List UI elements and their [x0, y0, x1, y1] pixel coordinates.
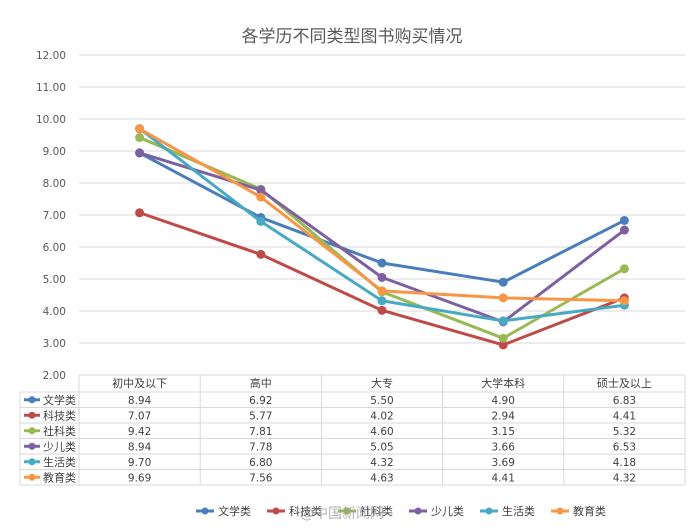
- table-cell: 6.53: [613, 441, 636, 453]
- data-point: [498, 316, 508, 326]
- table-cell: 4.32: [370, 457, 393, 469]
- data-point: [498, 293, 508, 303]
- x-category-label: 初中及以下: [112, 376, 167, 390]
- data-point: [135, 148, 145, 158]
- table-legend-marker: [28, 396, 36, 404]
- y-tick-label: 4.00: [43, 306, 66, 318]
- data-point: [256, 249, 266, 259]
- table-cell: 5.05: [370, 441, 393, 453]
- data-point: [135, 124, 145, 134]
- data-point: [135, 208, 145, 218]
- table-cell: 6.80: [249, 457, 272, 469]
- y-tick-label: 7.00: [43, 210, 66, 222]
- chart-title: 各学历不同类型图书购买情况: [242, 27, 463, 47]
- table-cell: 6.92: [249, 395, 272, 407]
- table-cell: 4.41: [613, 410, 636, 422]
- table-cell: 8.94: [128, 441, 152, 453]
- table-series-name: 社科类: [43, 424, 76, 438]
- data-point: [377, 305, 387, 315]
- legend: 文学类 科技类 社科类 少儿类 生活类 教育类: [196, 504, 606, 518]
- data-point: [619, 225, 629, 235]
- table-cell: 9.69: [128, 472, 151, 484]
- data-point: [135, 133, 145, 143]
- legend-marker: [485, 507, 493, 515]
- legend-marker: [201, 507, 209, 515]
- data-point: [377, 258, 387, 268]
- data-point: [619, 264, 629, 274]
- table-cell: 9.42: [128, 426, 151, 438]
- table-series-name: 少儿类: [43, 439, 76, 453]
- data-point: [619, 296, 629, 306]
- y-axis: 12.00 11.00 10.00 9.00 8.00 7.00 6.00 5.00 4.00 3…: [36, 50, 66, 382]
- table-legend-marker: [28, 411, 36, 419]
- legend-marker: [556, 507, 564, 515]
- table-cell: 7.07: [128, 410, 151, 422]
- y-tick-label: 8.00: [43, 178, 66, 190]
- y-tick-label: 9.00: [43, 146, 66, 158]
- legend-marker: [414, 507, 422, 515]
- legend-label: 科技类: [289, 504, 322, 518]
- table-cell: 5.32: [613, 426, 636, 438]
- table-cell: 4.60: [370, 426, 393, 438]
- table-cell: 4.41: [492, 472, 515, 484]
- table-cell: 4.32: [613, 472, 636, 484]
- table-series-name: 教育类: [43, 470, 76, 484]
- table-cell: 3.69: [492, 457, 515, 469]
- x-category-label: 大学本科: [481, 376, 525, 390]
- table-series-name: 生活类: [43, 455, 76, 469]
- table-cell: 7.56: [249, 472, 273, 484]
- x-category-label: 硕士及以上: [597, 377, 652, 390]
- table-legend-marker: [28, 458, 36, 466]
- table-cell: 4.18: [613, 457, 636, 469]
- table-cell: 3.15: [492, 426, 515, 438]
- table-cell: 4.63: [370, 472, 393, 484]
- table-series-name: 文学类: [43, 393, 76, 407]
- table-cell: 9.70: [128, 457, 151, 469]
- table-cell: 7.78: [249, 441, 272, 453]
- y-tick-label: 11.00: [36, 82, 66, 94]
- data-point: [256, 216, 266, 226]
- data-point: [619, 215, 629, 225]
- table-cell: 5.50: [370, 395, 393, 407]
- data-point: [498, 277, 508, 287]
- table-cell: 4.02: [370, 410, 393, 422]
- table-cell: 4.90: [492, 395, 515, 407]
- table-cell: 2.94: [492, 410, 516, 422]
- data-point: [498, 333, 508, 343]
- table-legend-marker: [28, 442, 36, 450]
- legend-label: 生活类: [502, 504, 535, 518]
- data-point: [256, 192, 266, 202]
- data-point: [377, 286, 387, 296]
- x-category-label: 大专: [371, 376, 393, 390]
- y-tick-label: 3.00: [43, 338, 66, 350]
- x-category-label: 高中: [250, 376, 272, 390]
- legend-label: 社科类: [360, 504, 393, 518]
- watermark: @中国新闻网: [300, 506, 384, 522]
- table-series-name: 科技类: [43, 408, 76, 422]
- table-legend-marker: [28, 473, 36, 481]
- y-tick-label: 10.00: [36, 114, 66, 126]
- legend-marker: [343, 507, 351, 515]
- table-legend-marker: [28, 427, 36, 435]
- data-point: [377, 296, 387, 306]
- y-tick-label: 12.00: [36, 50, 66, 62]
- legend-marker: [272, 507, 280, 515]
- table-cell: 3.66: [492, 441, 516, 453]
- table-cell: 6.83: [613, 395, 636, 407]
- table-cell: 5.77: [249, 410, 272, 422]
- data-point: [377, 272, 387, 282]
- y-tick-label: 6.00: [43, 242, 66, 254]
- table-cell: 8.94: [128, 395, 152, 407]
- legend-label: 少儿类: [431, 504, 464, 518]
- y-tick-label: 2.00: [43, 370, 66, 382]
- legend-label: 文学类: [218, 504, 251, 518]
- legend-label: 教育类: [573, 504, 606, 518]
- series-lines: [135, 124, 629, 350]
- table-cell: 7.81: [249, 426, 272, 438]
- y-tick-label: 5.00: [43, 274, 66, 286]
- gridlines: [79, 54, 685, 376]
